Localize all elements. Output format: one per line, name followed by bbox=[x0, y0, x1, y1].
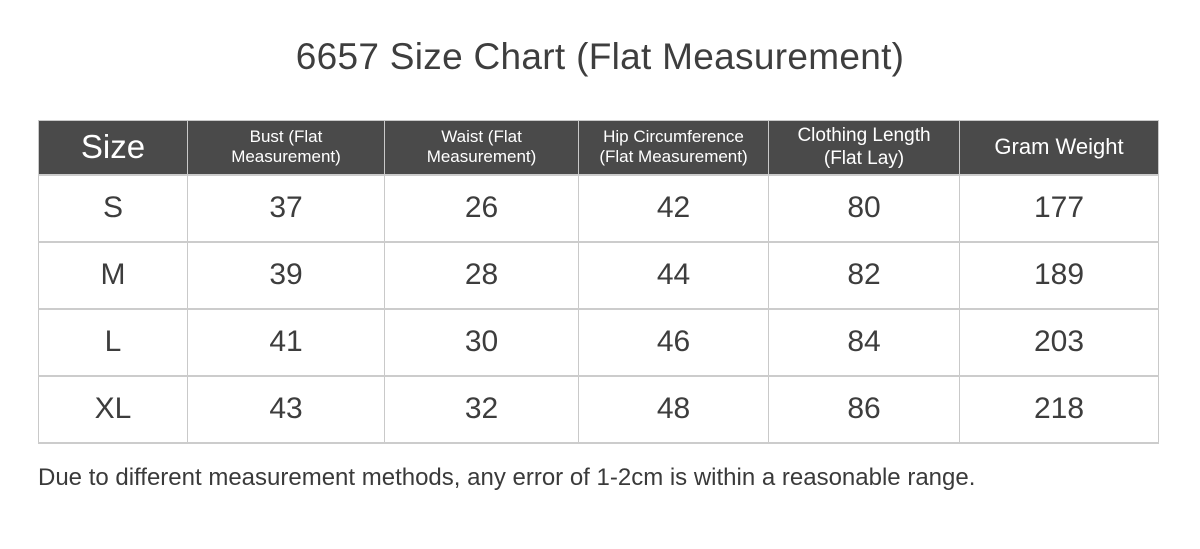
table-row-s: S 37 26 42 80 177 bbox=[38, 173, 1159, 243]
clothing-length-cell: 84 bbox=[768, 307, 960, 377]
hip-cell: 46 bbox=[578, 307, 769, 377]
table-row-m: M 39 28 44 82 189 bbox=[38, 240, 1159, 310]
waist-cell: 30 bbox=[384, 307, 579, 377]
table-row-l: L 41 30 46 84 203 bbox=[38, 307, 1159, 377]
bust-cell: 41 bbox=[187, 307, 385, 377]
gram-weight-cell: 177 bbox=[959, 173, 1159, 243]
gram-weight-cell: 218 bbox=[959, 374, 1159, 444]
table-row-xl: XL 43 32 48 86 218 bbox=[38, 374, 1159, 444]
size-cell: XL bbox=[38, 374, 188, 444]
header-cell-gram-weight: Gram Weight bbox=[959, 120, 1159, 175]
header-cell-clothing-length: Clothing Length (Flat Lay) bbox=[768, 120, 960, 175]
table-header-row: Size Bust (Flat Measurement) Waist (Flat… bbox=[38, 120, 1159, 175]
header-cell-size: Size bbox=[38, 120, 188, 175]
waist-cell: 26 bbox=[384, 173, 579, 243]
size-cell: S bbox=[38, 173, 188, 243]
size-cell: L bbox=[38, 307, 188, 377]
gram-weight-cell: 203 bbox=[959, 307, 1159, 377]
gram-weight-cell: 189 bbox=[959, 240, 1159, 310]
clothing-length-cell: 80 bbox=[768, 173, 960, 243]
header-cell-waist: Waist (Flat Measurement) bbox=[384, 120, 579, 175]
waist-cell: 32 bbox=[384, 374, 579, 444]
header-cell-hip: Hip Circumference (Flat Measurement) bbox=[578, 120, 769, 175]
clothing-length-cell: 86 bbox=[768, 374, 960, 444]
clothing-length-cell: 82 bbox=[768, 240, 960, 310]
waist-cell: 28 bbox=[384, 240, 579, 310]
header-cell-bust: Bust (Flat Measurement) bbox=[187, 120, 385, 175]
page-title: 6657 Size Chart (Flat Measurement) bbox=[295, 36, 905, 77]
hip-cell: 42 bbox=[578, 173, 769, 243]
bust-cell: 37 bbox=[187, 173, 385, 243]
measurement-note: Due to different measurement methods, an… bbox=[38, 464, 976, 491]
hip-cell: 48 bbox=[578, 374, 769, 444]
size-table: Size Bust (Flat Measurement) Waist (Flat… bbox=[38, 120, 1159, 444]
bust-cell: 39 bbox=[187, 240, 385, 310]
size-cell: M bbox=[38, 240, 188, 310]
hip-cell: 44 bbox=[578, 240, 769, 310]
bust-cell: 43 bbox=[187, 374, 385, 444]
